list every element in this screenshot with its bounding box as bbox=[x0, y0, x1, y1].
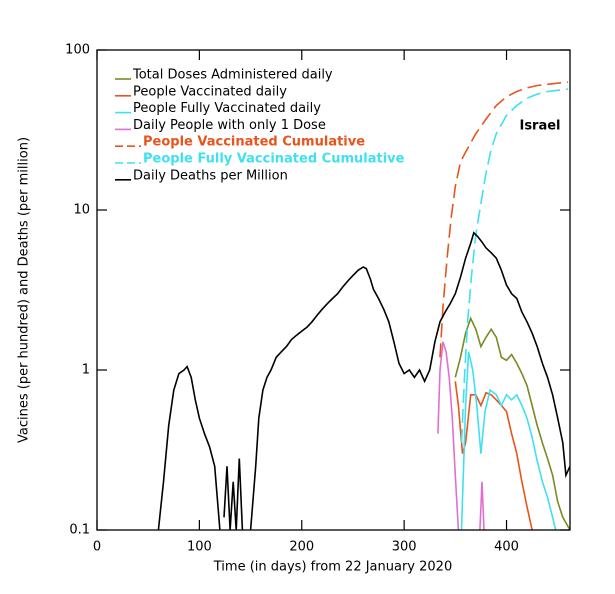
series-line bbox=[460, 88, 569, 443]
ticks: 0 100 200 300 400 0.1 1 10 100 bbox=[65, 43, 570, 555]
y-tick-label: 10 bbox=[73, 203, 90, 218]
legend-label: People Vaccinated Cumulative bbox=[143, 135, 365, 150]
legend-label: People Fully Vaccinated Cumulative bbox=[143, 152, 405, 167]
legend-label: People Fully Vaccinated daily bbox=[133, 101, 321, 116]
series-line bbox=[437, 341, 485, 530]
y-tick-label: 1 bbox=[82, 363, 90, 378]
x-tick-label: 300 bbox=[392, 540, 417, 555]
x-tick-label: 100 bbox=[187, 540, 212, 555]
legend-label: People Vaccinated daily bbox=[133, 84, 287, 99]
series-line bbox=[439, 81, 569, 358]
plot-frame bbox=[96, 49, 571, 531]
x-tick-label: 400 bbox=[494, 540, 519, 555]
y-tick-label: 0.1 bbox=[69, 523, 90, 538]
legend-label: Daily Deaths per Million bbox=[133, 168, 288, 183]
plot-lines bbox=[157, 81, 570, 530]
legend-label: Daily People with only 1 Dose bbox=[133, 118, 326, 133]
y-tick-label: 100 bbox=[65, 43, 90, 58]
series-line bbox=[157, 231, 570, 530]
series-line bbox=[460, 351, 557, 530]
annotation: Israel bbox=[519, 119, 560, 134]
x-tick-label: 0 bbox=[93, 540, 101, 555]
x-axis-label: Time (in days) from 22 January 2020 bbox=[213, 560, 452, 575]
y-axis-label: Vacines (per hundred) and Deaths (per mi… bbox=[17, 137, 32, 443]
legend-label: Total Doses Administered daily bbox=[132, 68, 333, 83]
x-tick-label: 200 bbox=[289, 540, 314, 555]
series-line bbox=[454, 316, 570, 530]
